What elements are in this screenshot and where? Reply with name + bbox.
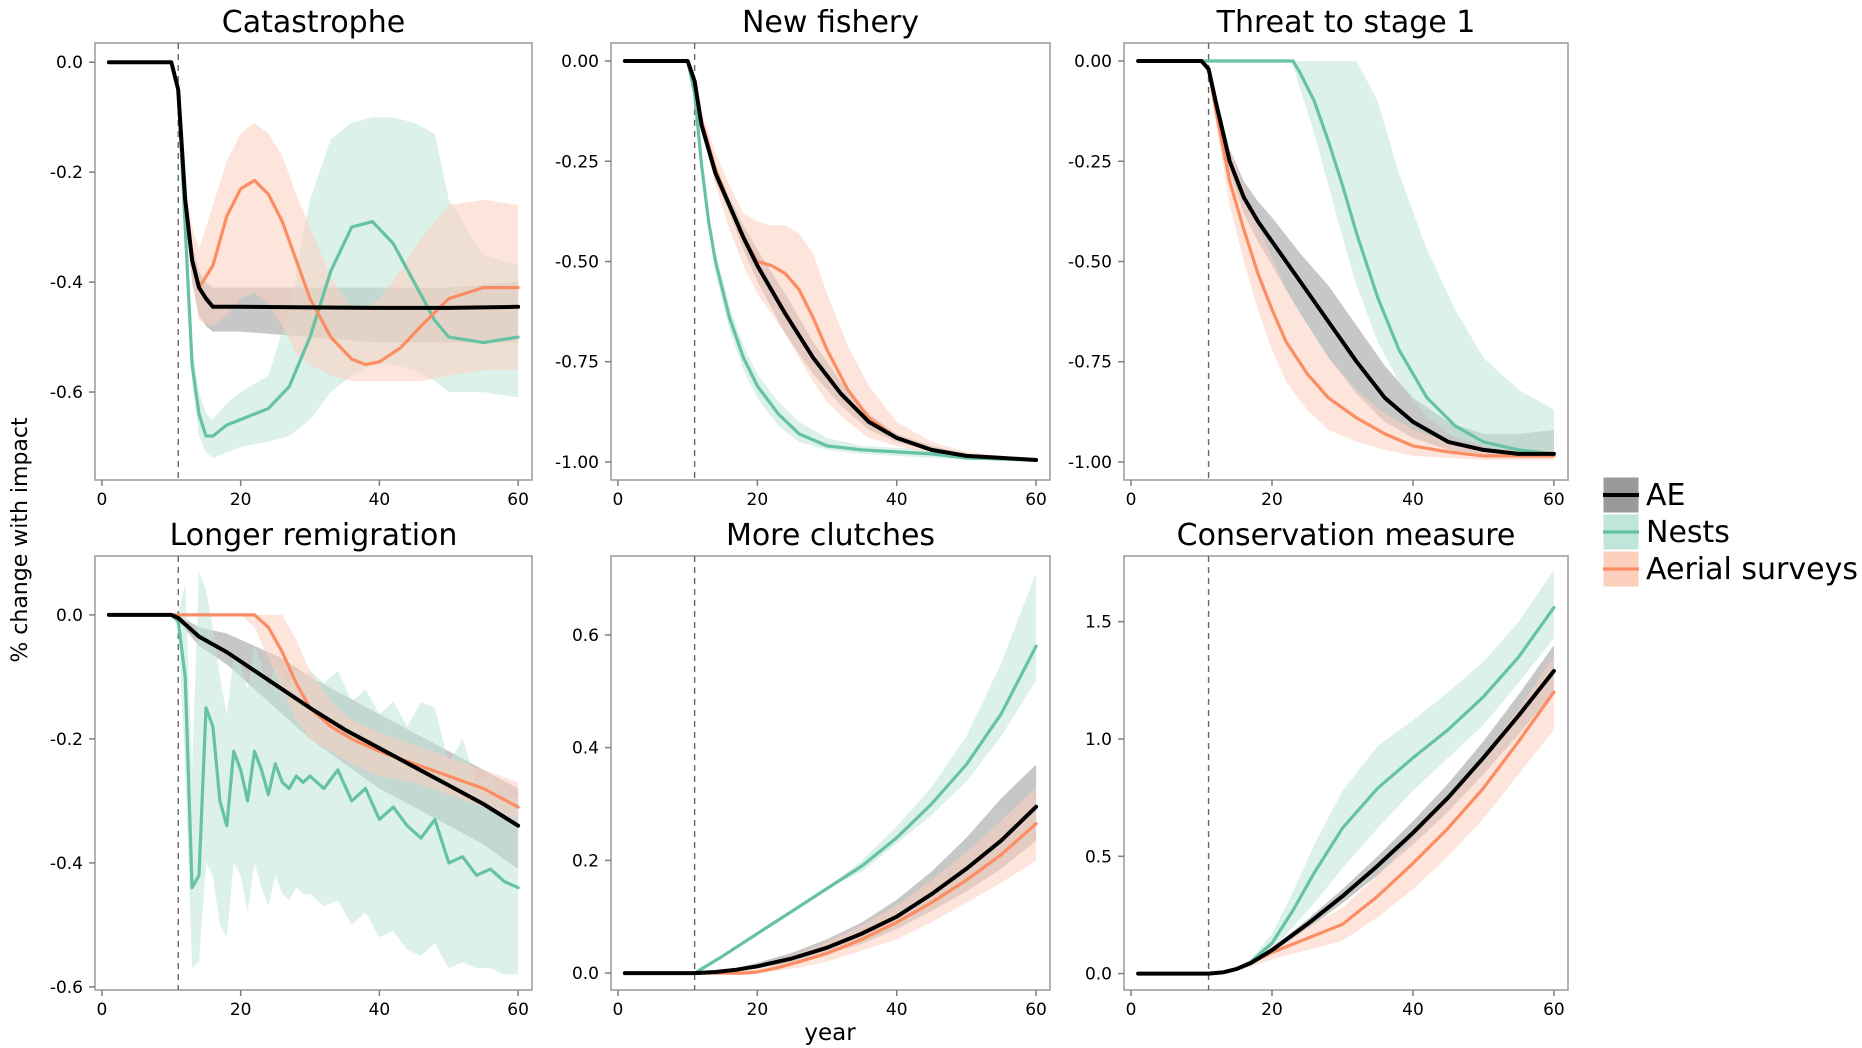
y-tick-label: -0.6 [50, 978, 83, 998]
x-tick-label: 20 [747, 1000, 769, 1020]
panel-threat-to-stage-1: Threat to stage 1 0 20 40 60 0.00 -0.25 -0.50 -0… [1068, 5, 1569, 510]
ribbon-nests [108, 571, 519, 975]
series-line-ae [622, 59, 1039, 462]
x-tick-label: 60 [1543, 1000, 1565, 1020]
series-line-ae [1136, 59, 1556, 456]
y-tick-label: 1.5 [1085, 613, 1112, 633]
x-tick-label: 0 [613, 1000, 624, 1020]
x-tick-label: 40 [886, 490, 908, 510]
x-tick-label: 0 [97, 490, 108, 510]
x-tick-label: 40 [369, 490, 391, 510]
series-line-ae [106, 612, 521, 828]
legend-item-nests: Nests [1602, 513, 1730, 551]
panel-title: More clutches [726, 518, 935, 553]
y-tick-label: 0.0 [572, 964, 599, 984]
panel-title: New fishery [742, 5, 919, 40]
y-tick-label: -0.75 [555, 353, 599, 373]
y-tick-label: 0.6 [572, 626, 599, 646]
x-tick-label: 0 [97, 1000, 108, 1020]
ribbon-nests [624, 572, 1037, 974]
y-tick-label: -0.75 [1068, 353, 1112, 373]
series-line-ae [622, 804, 1039, 976]
series-line-ae [1136, 669, 1556, 976]
panel-title: Longer remigration [170, 518, 458, 553]
panels: Catastrophe 0 20 40 60 0.0 -0.2 -0.4 -0.6 New fis… [50, 5, 1569, 1020]
series-line-aerial-surveys [107, 613, 520, 809]
y-tick-label: -0.4 [50, 273, 83, 293]
y-tick-label: 0.4 [572, 739, 599, 759]
y-tick-label: 0.00 [1074, 52, 1112, 72]
y-tick-label: -0.6 [50, 383, 83, 403]
legend-label: Aerial surveys [1646, 552, 1858, 587]
y-tick-label: -0.25 [1068, 152, 1112, 172]
panel-more-clutches: More clutches 0 20 40 60 0.0 0.2 0.4 0.6 [572, 518, 1051, 1020]
series-line-ae [106, 60, 521, 310]
y-tick-label: 0.0 [56, 53, 83, 73]
x-tick-label: 0 [1126, 1000, 1137, 1020]
y-tick-label: -0.50 [555, 253, 599, 273]
y-tick-label: 0.5 [1085, 847, 1112, 867]
y-tick-label: -0.2 [50, 163, 83, 183]
y-tick-label: -0.4 [50, 854, 83, 874]
y-tick-label: 0.0 [56, 606, 83, 626]
legend-label: Nests [1646, 515, 1730, 550]
x-tick-label: 0 [613, 490, 624, 510]
y-tick-label: 1.0 [1085, 730, 1112, 750]
ribbon-aerial-surveys [108, 62, 519, 382]
series-line-nests [107, 613, 520, 890]
legend-label: AE [1646, 478, 1685, 513]
x-tick-label: 20 [1261, 490, 1283, 510]
series-line-nests [623, 59, 1038, 462]
legend-item-ae: AE [1602, 476, 1685, 514]
y-tick-label: 0.2 [572, 851, 599, 871]
x-tick-label: 60 [1543, 490, 1565, 510]
panel-longer-remigration: Longer remigration 0 20 40 60 0.0 -0.2 -0.4 -0.6 [50, 518, 533, 1020]
x-tick-label: 20 [230, 1000, 252, 1020]
legend-item-aerial-surveys: Aerial surveys [1602, 550, 1858, 588]
y-tick-label: -1.00 [1068, 453, 1112, 473]
x-tick-label: 60 [507, 1000, 529, 1020]
series-line-nests [1136, 59, 1556, 456]
panel-title: Threat to stage 1 [1216, 5, 1476, 40]
x-tick-label: 40 [886, 1000, 908, 1020]
x-tick-label: 0 [1126, 490, 1137, 510]
x-tick-label: 60 [507, 490, 529, 510]
panel-conservation-measure: Conservation measure 0 20 40 60 0.0 0.5 1.0 1.5 [1085, 518, 1569, 1020]
x-axis-label: year [804, 1020, 856, 1046]
x-tick-label: 20 [747, 490, 769, 510]
x-tick-label: 20 [230, 490, 252, 510]
plot-frame [610, 555, 1051, 991]
x-tick-label: 40 [1402, 1000, 1424, 1020]
plot-frame [610, 42, 1051, 481]
y-tick-label: 0.0 [1085, 965, 1112, 985]
ribbon-nests [1138, 61, 1554, 458]
y-tick-label: -0.25 [555, 152, 599, 172]
y-tick-label: -0.2 [50, 730, 83, 750]
y-tick-label: 0.00 [561, 52, 599, 72]
x-tick-label: 40 [369, 1000, 391, 1020]
x-tick-label: 20 [1261, 1000, 1283, 1020]
x-tick-label: 40 [1402, 490, 1424, 510]
panel-title: Catastrophe [222, 5, 405, 40]
x-tick-label: 60 [1025, 1000, 1047, 1020]
series-line-nests [107, 60, 520, 438]
panel-title: Conservation measure [1177, 518, 1516, 553]
y-tick-label: -0.50 [1068, 253, 1112, 273]
panel-catastrophe: Catastrophe 0 20 40 60 0.0 -0.2 -0.4 -0.6 [50, 5, 533, 510]
panel-new-fishery: New fishery 0 20 40 60 0.00 -0.25 -0.50 -0.75 -1.… [555, 5, 1051, 510]
y-axis-label: % change with impact [8, 417, 33, 663]
x-tick-label: 60 [1025, 490, 1047, 510]
ribbon-aerial-surveys [1138, 61, 1554, 460]
y-tick-label: -1.00 [555, 453, 599, 473]
ribbon-aerial-surveys [1138, 656, 1554, 974]
